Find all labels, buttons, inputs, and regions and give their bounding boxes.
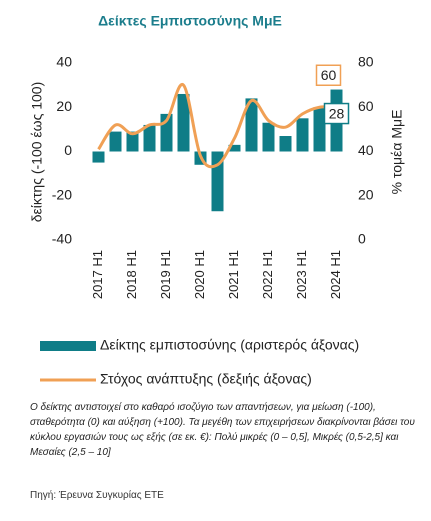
chart-title: Δείκτες Εμπιστοσύνης ΜμΕ bbox=[98, 13, 282, 29]
y2-tick-label: 20 bbox=[358, 186, 374, 202]
bar bbox=[92, 151, 105, 163]
y-tick-label: -20 bbox=[52, 186, 72, 202]
bar bbox=[143, 124, 156, 152]
y2-tick-label: 60 bbox=[358, 98, 374, 114]
source: Πηγή: Έρευνα Συγκυρίας ΕΤΕ bbox=[30, 490, 164, 501]
y-tick-label: 20 bbox=[56, 98, 72, 114]
bar bbox=[228, 144, 241, 152]
value-label: 28 bbox=[329, 105, 345, 121]
y-axis-label: δείκτης (-100 έως 100) bbox=[29, 82, 45, 223]
y2-axis-label: % τομέα ΜμΕ bbox=[389, 110, 405, 195]
value-label-box bbox=[315, 64, 342, 86]
bar bbox=[109, 131, 122, 152]
y2-tick-label: 80 bbox=[358, 54, 374, 70]
value-label-box bbox=[323, 102, 350, 125]
x-tick-label: 2017 H1 bbox=[90, 250, 105, 299]
bar bbox=[313, 107, 326, 152]
bar bbox=[245, 98, 258, 152]
legend-swatch bbox=[40, 341, 96, 351]
x-tick-label: 2018 H1 bbox=[124, 250, 139, 299]
y-tick-label: 40 bbox=[56, 54, 72, 70]
bar bbox=[177, 93, 190, 152]
y-tick-label: 0 bbox=[64, 142, 72, 158]
value-label: 60 bbox=[321, 67, 337, 83]
bar bbox=[279, 136, 292, 152]
y2-tick-label: 0 bbox=[358, 231, 366, 247]
bar bbox=[262, 122, 275, 152]
chart: Δείκτες Εμπιστοσύνης ΜμΕ δείκτης (-100 έ… bbox=[29, 13, 405, 387]
legend-label: Στόχος ανάπτυξης (δεξιής άξονας) bbox=[100, 371, 312, 387]
y-tick-label: -40 bbox=[52, 231, 72, 247]
bar bbox=[126, 131, 139, 152]
bar bbox=[296, 118, 309, 152]
x-tick-label: 2021 H1 bbox=[226, 250, 241, 299]
line bbox=[97, 83, 337, 169]
x-tick-label: 2022 H1 bbox=[260, 250, 275, 299]
note: Ο δείκτης αντιστοιχεί στο καθαρό ισοζύγι… bbox=[30, 402, 415, 458]
x-tick-label: 2023 H1 bbox=[294, 250, 309, 299]
x-tick-label: 2019 H1 bbox=[158, 250, 173, 299]
legend-label: Δείκτης εμπιστοσύνης (αριστερός άξονας) bbox=[100, 337, 359, 353]
x-tick-label: 2020 H1 bbox=[192, 250, 207, 299]
y2-tick-label: 40 bbox=[358, 142, 374, 158]
x-tick-label: 2024 H1 bbox=[328, 250, 343, 299]
